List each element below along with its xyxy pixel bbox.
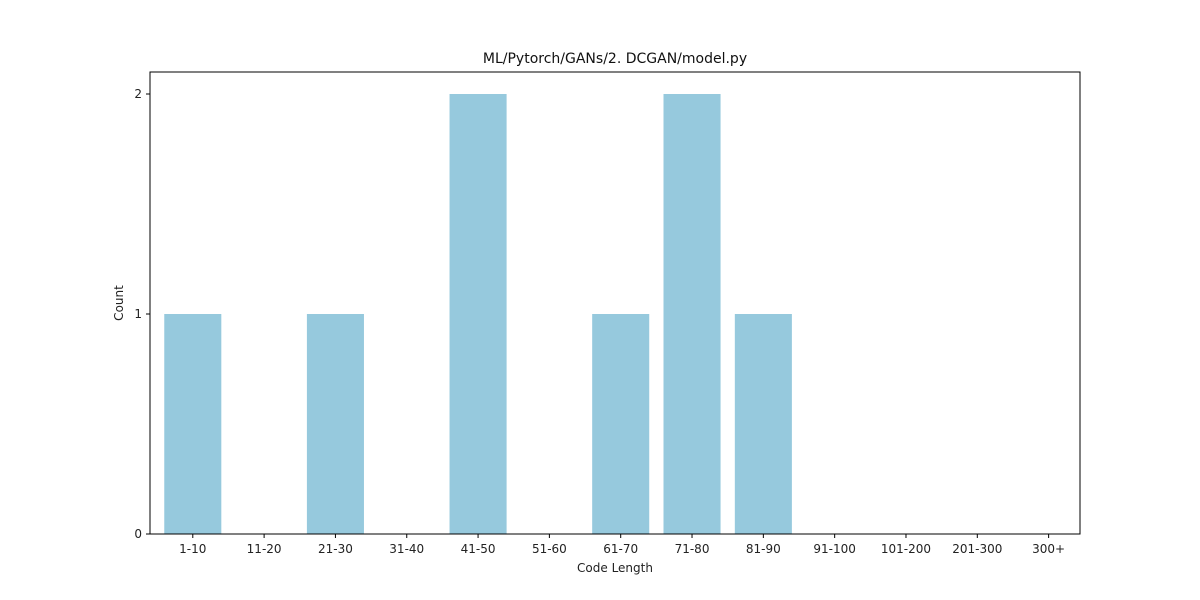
x-tick-label: 81-90 (746, 542, 781, 556)
x-tick-label: 201-300 (952, 542, 1002, 556)
x-axis: 1-10 11-20 21-30 31-40 41-50 51-60 61-70 71-80 8… (179, 534, 1065, 556)
chart-title: ML/Pytorch/GANs/2. DCGAN/model.py (483, 51, 747, 67)
y-axis: 0 1 2 (134, 87, 150, 541)
x-tick-label: 91-100 (813, 542, 856, 556)
x-tick-label: 1-10 (179, 542, 206, 556)
x-tick-label: 71-80 (675, 542, 710, 556)
y-tick-label: 0 (134, 527, 142, 541)
x-tick-label: 300+ (1032, 542, 1065, 556)
bar-41-50 (449, 94, 507, 534)
y-tick-label: 1 (134, 307, 142, 321)
y-tick-label: 2 (134, 87, 142, 101)
bar-1-10 (164, 314, 222, 534)
bars-layer (164, 94, 792, 534)
bar-71-80 (663, 94, 721, 534)
x-tick-label: 51-60 (532, 542, 567, 556)
x-tick-label: 41-50 (461, 542, 496, 556)
bar-81-90 (734, 314, 792, 534)
bar-21-30 (306, 314, 364, 534)
bar-61-70 (592, 314, 650, 534)
x-tick-label: 61-70 (603, 542, 638, 556)
x-tick-label: 21-30 (318, 542, 353, 556)
plot-frame (149, 71, 1081, 535)
x-tick-label: 101-200 (881, 542, 931, 556)
x-tick-label: 31-40 (389, 542, 424, 556)
x-tick-label: 11-20 (247, 542, 282, 556)
x-axis-label: Code Length (577, 561, 653, 575)
y-axis-label: Count (112, 285, 126, 321)
